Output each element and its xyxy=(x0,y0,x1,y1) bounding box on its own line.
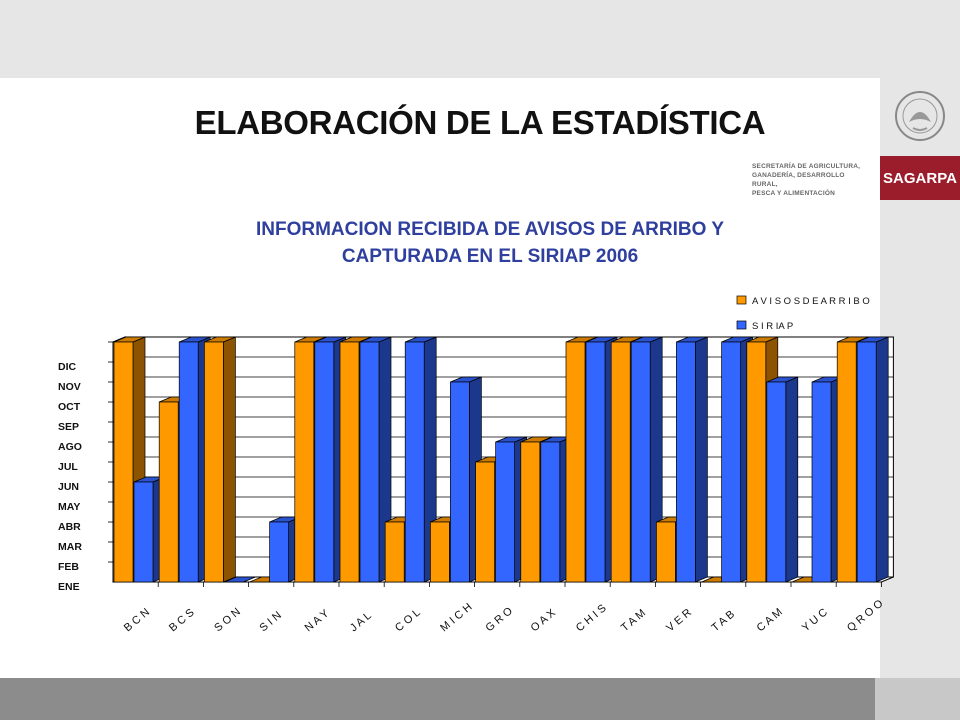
x-tick-label: C H I S xyxy=(574,602,609,634)
legend-swatch xyxy=(736,295,747,305)
x-tick-label: T A M xyxy=(619,607,648,634)
legend-label: A V I S O S D E A R R I B O xyxy=(752,296,870,307)
y-tick-label: NOV xyxy=(58,381,81,393)
legend-swatch xyxy=(736,320,747,330)
footer-band xyxy=(0,678,875,720)
y-tick-label: FEB xyxy=(58,561,79,573)
org-line: GANADERÍA, DESARROLLO RURAL, xyxy=(752,172,845,188)
y-tick-label: JUL xyxy=(58,461,78,473)
x-tick-label: N A Y xyxy=(303,607,332,634)
chart-title: INFORMACION RECIBIDA DE AVISOS DE ARRIBO… xyxy=(150,216,830,270)
y-tick-label: ABR xyxy=(58,521,81,533)
bar-SON-siriap xyxy=(224,576,256,583)
x-tick-label: J A L xyxy=(348,610,374,635)
x-tick-label: B C N xyxy=(122,606,152,634)
x-tick-label: C A M xyxy=(755,606,785,634)
y-tick-label: AGO xyxy=(58,441,82,453)
chart-title-line: CAPTURADA EN EL SIRIAP 2006 xyxy=(341,246,639,267)
y-tick-label: DIC xyxy=(58,361,77,373)
chart-title-line: INFORMACION RECIBIDA DE AVISOS DE ARRIBO… xyxy=(256,219,724,240)
x-tick-label: V E R xyxy=(664,607,694,635)
page-title: ELABORACIÓN DE LA ESTADÍSTICA xyxy=(194,104,766,141)
x-tick-label: Y U C xyxy=(800,606,830,634)
x-tick-label: M I C H xyxy=(438,601,474,634)
brand-logo: SAGARPA xyxy=(880,156,960,200)
x-tick-label: S O N xyxy=(212,606,243,634)
y-tick-label: OCT xyxy=(58,401,81,413)
footer-corner xyxy=(875,678,960,720)
x-tick-label: S I N xyxy=(257,609,283,634)
y-tick-label: ENE xyxy=(58,581,80,593)
coat-of-arms-icon xyxy=(895,91,945,141)
y-tick-label: MAY xyxy=(58,501,80,513)
org-name: SECRETARÍA DE AGRICULTURA, GANADERÍA, DE… xyxy=(752,162,870,198)
org-line: PESCA Y ALIMENTACIÓN xyxy=(752,190,835,197)
y-tick-label: JUN xyxy=(58,481,79,493)
bar-VER-siriap xyxy=(676,336,708,583)
x-tick-label: O A X xyxy=(529,607,559,635)
bar-QROO-siriap xyxy=(856,336,889,583)
x-tick-label: B C S xyxy=(167,607,197,635)
org-line: SECRETARÍA DE AGRICULTURA, xyxy=(752,163,861,170)
x-tick-label: T A B xyxy=(709,608,737,634)
header-band xyxy=(0,0,880,78)
x-tick-label: G R O xyxy=(483,605,515,635)
bar-CAM-siriap xyxy=(766,376,799,583)
gridline-side xyxy=(112,336,126,343)
x-tick-label: C O L xyxy=(393,607,423,635)
x-tick-label: Q R O O xyxy=(845,597,886,634)
bar-SON-avisos xyxy=(204,336,236,583)
y-tick-label: MAR xyxy=(58,541,82,553)
legend-label: S I R IA P xyxy=(752,321,793,332)
y-tick-label: SEP xyxy=(58,421,79,433)
